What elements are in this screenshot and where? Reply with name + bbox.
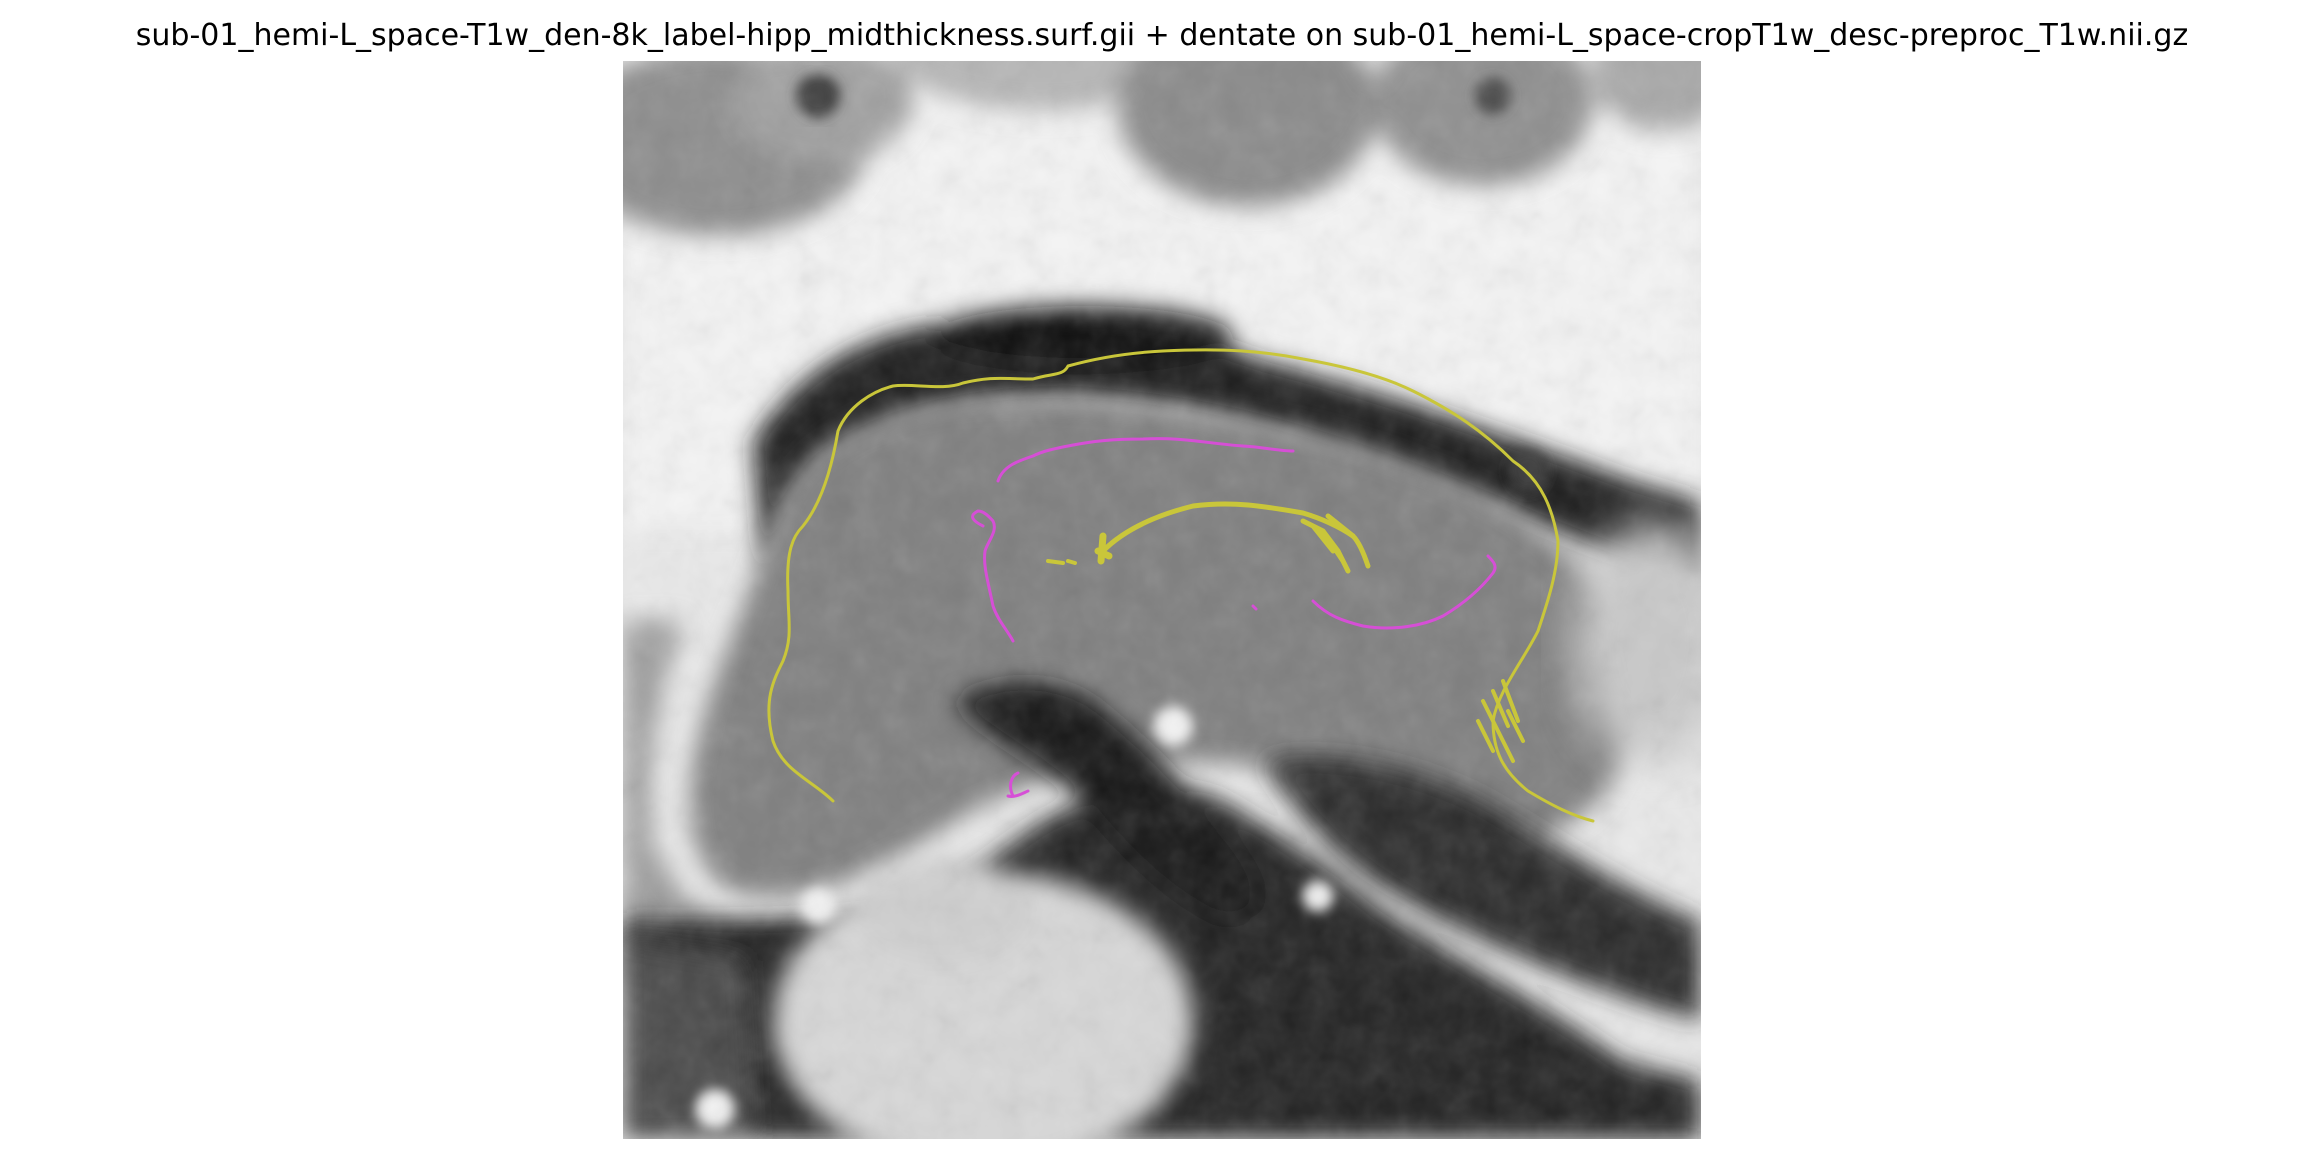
dentate-surface-overlay — [971, 437, 1497, 798]
midthickness-surface-overlay — [767, 348, 1595, 823]
mri-slice-image — [623, 61, 1701, 1139]
figure-title: sub-01_hemi-L_space-T1w_den-8k_label-hip… — [135, 18, 2189, 53]
mri-slice-panel — [623, 61, 1701, 1139]
